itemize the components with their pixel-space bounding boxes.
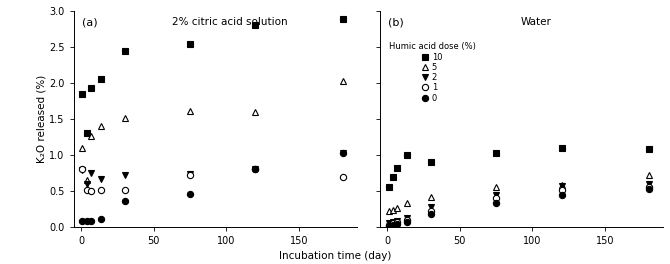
- Y-axis label: K₂O released (%): K₂O released (%): [36, 75, 46, 163]
- Text: (b): (b): [389, 17, 404, 27]
- Text: 2% citric acid solution: 2% citric acid solution: [172, 17, 287, 27]
- Text: (a): (a): [82, 17, 98, 27]
- Legend: 10, 5, 2, 1, 0: 10, 5, 2, 1, 0: [387, 41, 477, 104]
- Text: Incubation time (day): Incubation time (day): [279, 251, 391, 261]
- Text: Water: Water: [521, 17, 551, 27]
